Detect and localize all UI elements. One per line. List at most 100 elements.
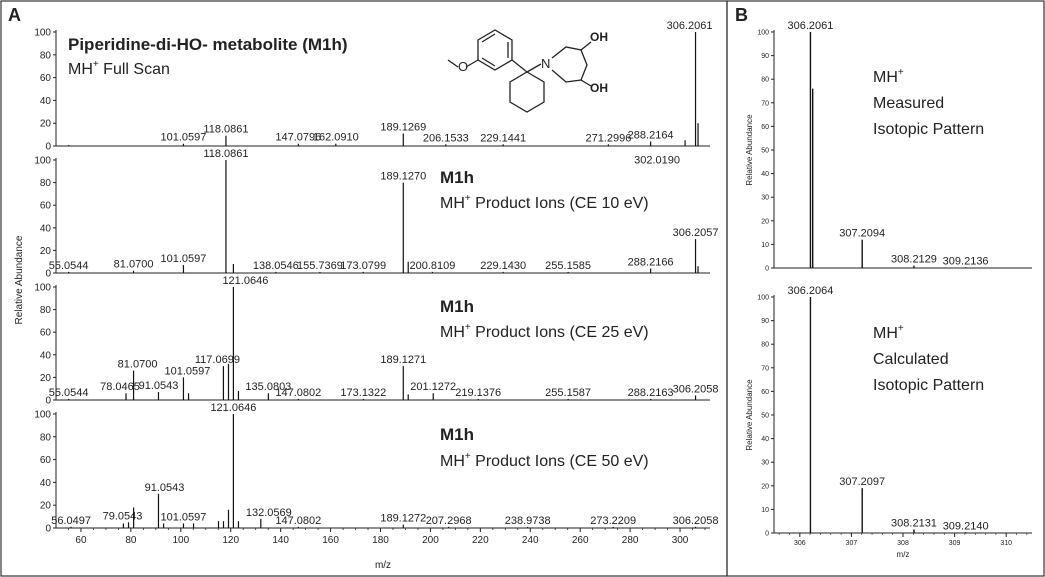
a1-peak-label: 306.2061 xyxy=(667,20,713,32)
b1-y-tick-label: 0 xyxy=(765,265,769,272)
b1-annotation-sup: + xyxy=(898,67,904,78)
molecule-structure xyxy=(447,29,592,113)
a2-peak-label: 255.1585 xyxy=(545,260,591,272)
a3-peak-label: 55.0544 xyxy=(49,387,89,399)
a4-y-tick-label: 80 xyxy=(40,432,52,443)
a4-x-tick-label: 140 xyxy=(272,535,289,546)
a1-subtitle-mh: MH xyxy=(68,61,93,78)
methyl-bond xyxy=(447,59,459,68)
b1-peak-label: 309.2136 xyxy=(943,255,989,267)
a2-peak-label: 118.0861 xyxy=(203,148,248,160)
b2-y-tick-label: 40 xyxy=(761,436,769,443)
a4-x-axis-label: m/z xyxy=(375,560,391,571)
a4-peak-label: 207.2968 xyxy=(426,515,472,527)
a4-peak-label: 306.2058 xyxy=(673,515,719,527)
b2-x-tick-label: 307 xyxy=(846,540,858,547)
a2-title: M1h xyxy=(440,168,474,187)
a1-peak-label: 101.0597 xyxy=(161,132,207,144)
a3-peak-label: 135.0803 xyxy=(245,381,291,393)
a1-peak-label: 206.1533 xyxy=(423,132,469,144)
a4-x-tick-label: 60 xyxy=(75,535,87,546)
a1-peak-label: 162.0910 xyxy=(313,132,359,144)
a1-peak-label: 229.1441 xyxy=(480,132,526,144)
a2-y-tick-label: 60 xyxy=(40,201,52,212)
a4-x-tick-label: 240 xyxy=(522,535,539,546)
b1-y-tick-label: 90 xyxy=(761,53,769,60)
a3-y-tick-label: 40 xyxy=(40,350,52,361)
a1-y-tick-label: 20 xyxy=(40,119,52,130)
a3-y-tick-label: 60 xyxy=(40,328,52,339)
b2-annotation-line2: Calculated xyxy=(873,351,949,368)
a1-peak-label: 147.0796 xyxy=(275,132,321,144)
a3-peak-label: 147.0802 xyxy=(275,387,321,399)
b2-y-tick-label: 50 xyxy=(761,412,769,419)
a3-y-tick-label: 20 xyxy=(40,373,52,384)
b2-peak-label: 308.2131 xyxy=(891,517,937,529)
b2-y-axis-label: Relative Abundance xyxy=(745,379,754,451)
a2-subtitle-mh: MH xyxy=(440,195,465,212)
a1-subtitle-rest: Full Scan xyxy=(99,61,170,78)
a4-x-tick-label: 300 xyxy=(672,535,689,546)
b1-y-tick-label: 100 xyxy=(757,29,769,36)
a4-y-tick-label: 20 xyxy=(40,501,52,512)
a4-x-tick-label: 160 xyxy=(322,535,339,546)
b2-annotation-line3: Isotopic Pattern xyxy=(873,377,984,394)
a2-peak-label: 173.0799 xyxy=(340,260,386,272)
a4-y-tick-label: 100 xyxy=(34,410,51,421)
a3-subtitle-rest: Product Ions (CE 25 eV) xyxy=(471,324,649,341)
a2-peak-label: 155.7369 xyxy=(297,260,343,272)
a4-x-tick-label: 120 xyxy=(222,535,239,546)
b2-peak-label: 309.2140 xyxy=(943,521,989,533)
a3-peak-label: 306.2058 xyxy=(673,383,719,395)
molecule-oh-bottom-label: OH xyxy=(590,81,608,95)
a1-y-tick-label: 40 xyxy=(40,96,52,107)
methoxy-bond xyxy=(465,59,479,68)
b1-y-tick-label: 10 xyxy=(761,242,769,249)
a4-x-tick-label: 200 xyxy=(422,535,439,546)
a1-peak-label: 302.0190 xyxy=(634,154,680,166)
b2-x-tick-label: 308 xyxy=(897,540,909,547)
b2-annotation-line1: MH+ xyxy=(873,323,904,342)
a3-peak-label: 189.1271 xyxy=(380,354,426,366)
a1-subtitle-sup: + xyxy=(93,59,99,70)
a1-y-tick-label: 60 xyxy=(40,73,52,84)
cyclohexane-ring xyxy=(509,71,545,113)
charts-layer: 020406080100101.0597118.0861147.0796162.… xyxy=(14,20,1032,571)
a3-subtitle-sup: + xyxy=(465,322,471,333)
a4-peak-label: 56.0497 xyxy=(51,515,91,527)
b1-annotation-line2: Measured xyxy=(873,95,944,112)
b2-x-tick-label: 306 xyxy=(794,540,806,547)
a3-peak-label: 91.0543 xyxy=(139,380,179,392)
b1-y-tick-label: 20 xyxy=(761,218,769,225)
a2-peak-label: 81.0700 xyxy=(114,259,154,271)
a3-y-tick-label: 0 xyxy=(45,396,51,407)
a4-peak-label: 273.2209 xyxy=(590,515,636,527)
panel-a-frame xyxy=(0,0,728,577)
a1-title: Piperidine-di-HO- metabolite (M1h) xyxy=(68,35,348,54)
a3-peak-label: 255.1587 xyxy=(545,387,591,399)
benzene-double-bond-1 xyxy=(481,33,496,43)
a3-peak-label: 117.0699 xyxy=(195,354,240,366)
a3-peak-label: 101.0597 xyxy=(165,365,211,377)
b1-y-tick-label: 40 xyxy=(761,171,769,178)
a4-subtitle-mh: MH xyxy=(440,453,465,470)
oh-bottom-bond xyxy=(580,79,592,87)
a3-y-tick-label: 80 xyxy=(40,305,52,316)
a1-peak-label: 271.2996 xyxy=(585,132,631,144)
b1-y-tick-label: 60 xyxy=(761,124,769,131)
b1-y-axis-label: Relative Abundance xyxy=(745,114,754,186)
a4-peak-label: 101.0597 xyxy=(161,511,207,523)
a4-y-axis-label: Relative Abundance xyxy=(14,235,25,324)
a4-x-tick-label: 180 xyxy=(372,535,389,546)
a3-title: M1h xyxy=(440,297,474,316)
a2-peak-label: 229.1430 xyxy=(480,260,526,272)
a4-peak-label: 147.0802 xyxy=(275,515,321,527)
b1-y-tick-label: 70 xyxy=(761,100,769,107)
a3-y-tick-label: 100 xyxy=(34,283,51,294)
a1-subtitle: MH+ Full Scan xyxy=(68,59,170,78)
a4-x-tick-label: 220 xyxy=(472,535,489,546)
methoxy-o-label: O xyxy=(458,59,468,74)
b2-annotation-sup: + xyxy=(898,323,904,334)
a2-peak-label: 306.2057 xyxy=(673,227,719,239)
